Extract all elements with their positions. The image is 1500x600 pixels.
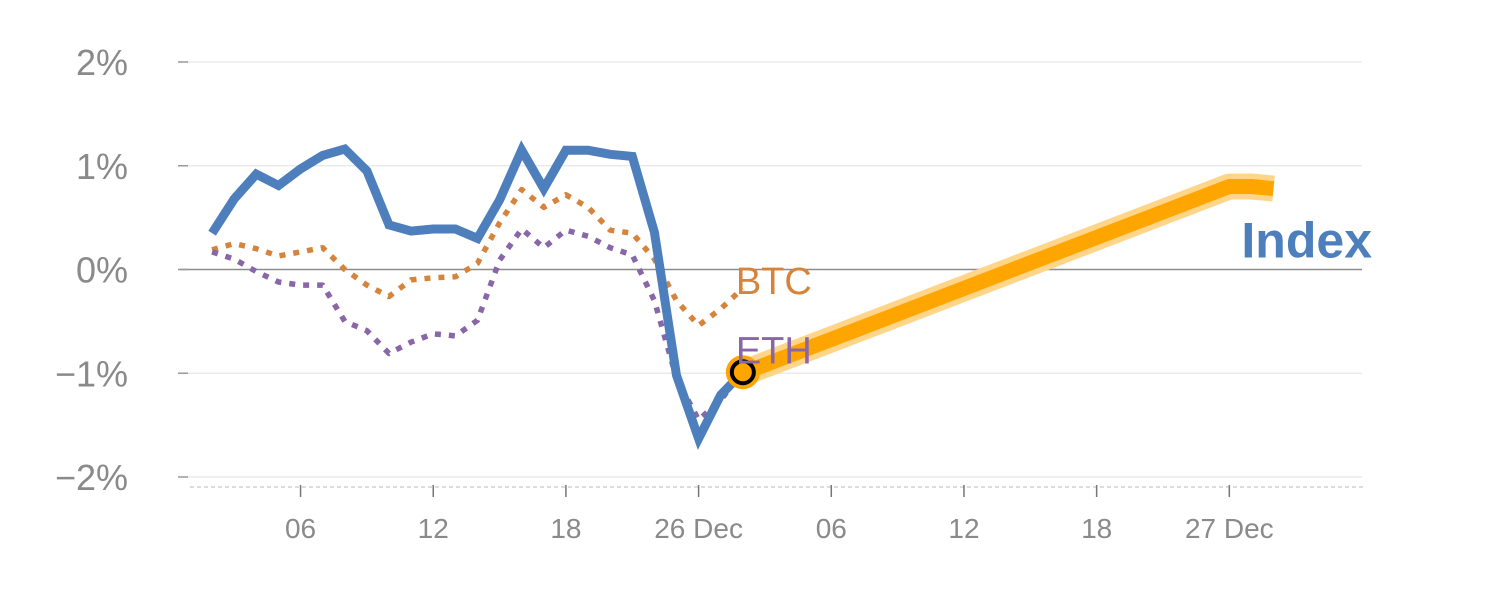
grid-layer [178,61,1366,497]
y-tick-label: −1% [55,353,128,394]
x-tick-label: 12 [948,513,979,544]
eth-series-label: ETH [736,330,812,372]
btc-series-label: BTC [736,261,812,303]
forecast-series-line [740,179,1275,381]
series-layer [208,140,1275,451]
x-tick-label: 18 [1081,513,1112,544]
x-tick-label: 27 Dec [1185,513,1274,544]
x-tick-label: 12 [418,513,449,544]
index-series-label: Index [1241,212,1372,268]
marker-layer [725,355,760,390]
y-tick-label: 1% [76,146,128,187]
label-layer: 2% 1% 0% −1% −2% 06 12 18 26 Dec 06 12 18 27 Dec BTC E… [55,42,1372,544]
x-tick-label: 26 Dec [654,513,743,544]
y-tick-label: −2% [55,457,128,498]
y-tick-label: 0% [76,250,128,291]
index-series-line [208,140,747,451]
x-tick-label: 18 [550,513,581,544]
eth-series-line [211,226,745,423]
current-point-ring [729,359,756,386]
y-tick-label: 2% [76,42,128,83]
x-tick-label: 06 [285,513,316,544]
x-tick-label: 06 [816,513,847,544]
